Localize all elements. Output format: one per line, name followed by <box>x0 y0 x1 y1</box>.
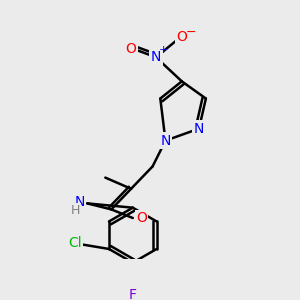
Text: Cl: Cl <box>68 236 81 250</box>
Text: H: H <box>70 204 80 217</box>
Text: O: O <box>176 31 187 44</box>
Text: N: N <box>74 195 85 209</box>
Text: +: + <box>159 45 168 56</box>
Text: N: N <box>194 122 204 136</box>
Text: O: O <box>126 42 136 56</box>
Text: −: − <box>186 26 196 39</box>
Text: N: N <box>160 134 171 148</box>
Text: O: O <box>136 211 147 225</box>
Text: N: N <box>151 50 161 64</box>
Text: F: F <box>129 288 137 300</box>
